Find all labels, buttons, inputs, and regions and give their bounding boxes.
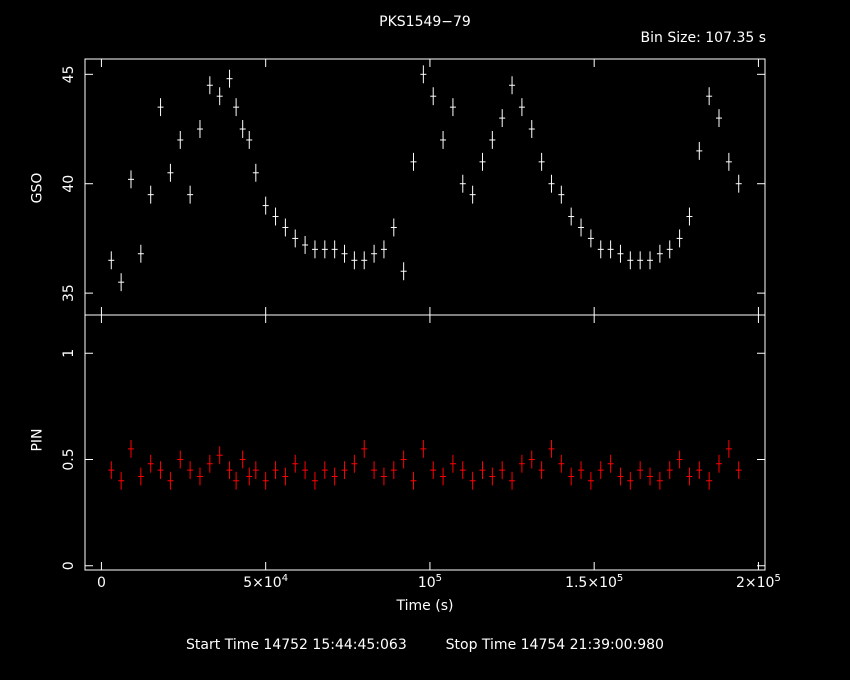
y-tick-label: 35 [61, 284, 77, 302]
pin-axis-label: PIN [29, 428, 46, 452]
gso-series [108, 65, 742, 292]
start-time-label: Start Time [186, 637, 259, 653]
start-time-value: 14752 15:44:45:063 [263, 637, 407, 653]
y-tick-label: 0 [61, 561, 77, 570]
y-tick-label: 40 [61, 175, 77, 193]
chart-title: PKS1549−79 [379, 14, 471, 30]
x-tick-label: 2×105 [736, 573, 781, 591]
pin-series [108, 439, 742, 490]
x-tick-label: 1.5×105 [565, 573, 623, 591]
y-tick-label: 1 [61, 349, 77, 358]
x-tick-label: 105 [418, 573, 442, 591]
time-range-footer: Start Time 14752 15:44:45:063 Stop Time … [0, 637, 850, 653]
panel-frame [84, 58, 766, 316]
panel-frame [84, 314, 766, 571]
stop-time-label: Stop Time [445, 637, 517, 653]
y-tick-label: 0.5 [61, 448, 77, 470]
x-axis-label: Time (s) [396, 598, 454, 614]
bin-size-label: Bin Size: 107.35 s [640, 30, 766, 46]
stop-time-value: 14754 21:39:00:980 [520, 637, 664, 653]
y-tick-label: 45 [61, 65, 77, 83]
x-tick-label: 0 [97, 575, 106, 591]
x-tick-label: 5×104 [243, 573, 288, 591]
gso-axis-label: GSO [29, 172, 46, 204]
